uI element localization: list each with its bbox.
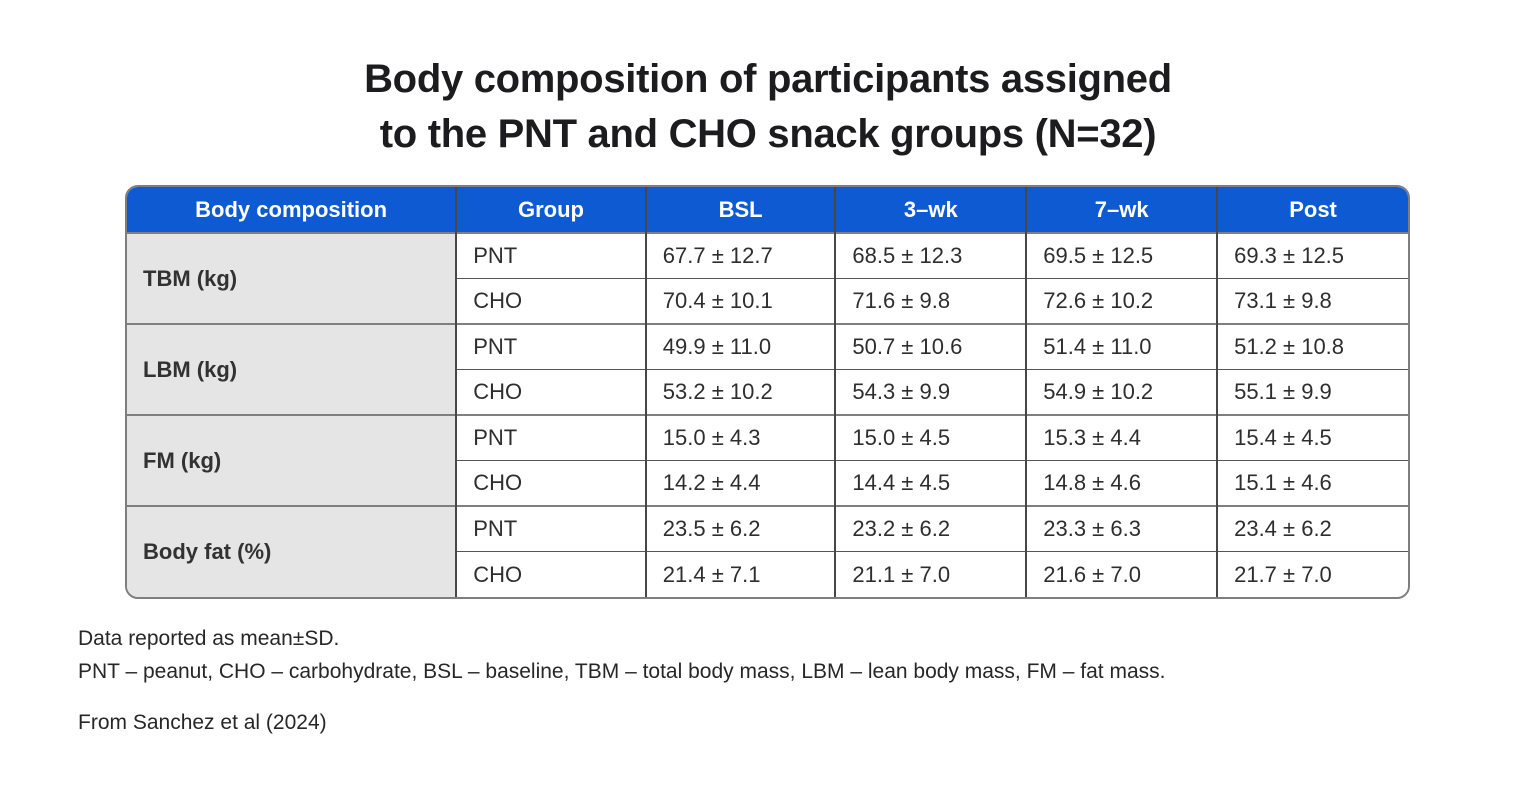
footnotes: Data reported as mean±SD. PNT – peanut, … <box>78 622 1165 688</box>
table-row-tbm-cho: CHO 70.4 ± 10.1 71.6 ± 9.8 72.6 ± 10.2 7… <box>127 278 1408 324</box>
table-row-lbm-pnt: LBM (kg) PNT 49.9 ± 11.0 50.7 ± 10.6 51.… <box>127 323 1408 415</box>
table-cell: 21.1 ± 7.0 <box>834 551 1027 597</box>
figure-title-line-1: Body composition of participants assigne… <box>364 57 1172 101</box>
table-cell: 15.0 ± 4.5 <box>834 414 1027 461</box>
table-cell: 71.6 ± 9.8 <box>834 278 1027 324</box>
table-cell: 21.4 ± 7.1 <box>644 551 836 597</box>
table-cell: 53.2 ± 10.2 <box>644 369 836 415</box>
table-row-tbm-pnt: TBM (kg) PNT 67.7 ± 12.7 68.5 ± 12.3 69.… <box>127 232 1408 324</box>
group-cell: CHO <box>455 278 646 324</box>
header-row: Body composition Group BSL 3–wk 7–wk Pos… <box>127 187 1408 233</box>
table-cell: 23.3 ± 6.3 <box>1025 505 1218 552</box>
row-group-label-tbm: TBM (kg) <box>127 232 457 324</box>
table-cell: 54.3 ± 9.9 <box>834 369 1027 415</box>
table-cell: 49.9 ± 11.0 <box>644 323 836 370</box>
footnote-mean-sd: Data reported as mean±SD. <box>78 627 340 650</box>
table-cell: 23.5 ± 6.2 <box>644 505 836 552</box>
table-cell: 14.8 ± 4.6 <box>1025 460 1218 506</box>
column-header-post: Post <box>1216 187 1408 233</box>
group-cell: PNT <box>455 505 646 552</box>
row-group-label-fm: FM (kg) <box>127 414 457 506</box>
group-cell: CHO <box>455 369 646 415</box>
table-cell: 67.7 ± 12.7 <box>644 232 836 279</box>
table-cell: 55.1 ± 9.9 <box>1216 369 1408 415</box>
table-cell: 69.5 ± 12.5 <box>1025 232 1218 279</box>
source-attribution: From Sanchez et al (2024) <box>78 711 327 734</box>
table-cell: 15.4 ± 4.5 <box>1216 414 1408 461</box>
column-header-3wk: 3–wk <box>834 187 1027 233</box>
table-row-lbm-cho: CHO 53.2 ± 10.2 54.3 ± 9.9 54.9 ± 10.2 5… <box>127 369 1408 415</box>
table-cell: 14.4 ± 4.5 <box>834 460 1027 506</box>
table-row-bodyfat-cho: CHO 21.4 ± 7.1 21.1 ± 7.0 21.6 ± 7.0 21.… <box>127 551 1408 597</box>
figure-title: Body composition of participants assigne… <box>0 52 1536 162</box>
table-cell: 50.7 ± 10.6 <box>834 323 1027 370</box>
row-group-label-bodyfat: Body fat (%) <box>127 505 457 597</box>
table-cell: 51.2 ± 10.8 <box>1216 323 1408 370</box>
column-header-group: Group <box>455 187 646 233</box>
group-cell: CHO <box>455 460 646 506</box>
group-cell: PNT <box>455 232 646 279</box>
table-cell: 70.4 ± 10.1 <box>644 278 836 324</box>
table-row-fm-cho: CHO 14.2 ± 4.4 14.4 ± 4.5 14.8 ± 4.6 15.… <box>127 460 1408 506</box>
column-header-body-composition: Body composition <box>127 187 457 233</box>
column-header-7wk: 7–wk <box>1025 187 1218 233</box>
table-row-bodyfat-pnt: Body fat (%) PNT 23.5 ± 6.2 23.2 ± 6.2 2… <box>127 505 1408 597</box>
table-cell: 54.9 ± 10.2 <box>1025 369 1218 415</box>
group-cell: CHO <box>455 551 646 597</box>
table-cell: 23.4 ± 6.2 <box>1216 505 1408 552</box>
table-cell: 21.6 ± 7.0 <box>1025 551 1218 597</box>
table-cell: 15.3 ± 4.4 <box>1025 414 1218 461</box>
table-cell: 15.1 ± 4.6 <box>1216 460 1408 506</box>
table-cell: 15.0 ± 4.3 <box>644 414 836 461</box>
table-cell: 14.2 ± 4.4 <box>644 460 836 506</box>
footnote-abbreviations: PNT – peanut, CHO – carbohydrate, BSL – … <box>78 660 1166 683</box>
group-cell: PNT <box>455 323 646 370</box>
table-cell: 21.7 ± 7.0 <box>1216 551 1408 597</box>
table-cell: 23.2 ± 6.2 <box>834 505 1027 552</box>
table-row-fm-pnt: FM (kg) PNT 15.0 ± 4.3 15.0 ± 4.5 15.3 ±… <box>127 414 1408 506</box>
figure-title-line-2: to the PNT and CHO snack groups (N=32) <box>379 112 1157 156</box>
group-cell: PNT <box>455 414 646 461</box>
row-group-label-lbm: LBM (kg) <box>127 323 457 415</box>
body-composition-table: Body composition Group BSL 3–wk 7–wk Pos… <box>125 185 1410 599</box>
table-cell: 51.4 ± 11.0 <box>1025 323 1218 370</box>
data-table: Body composition Group BSL 3–wk 7–wk Pos… <box>127 187 1408 597</box>
column-header-bsl: BSL <box>644 187 836 233</box>
table-cell: 73.1 ± 9.8 <box>1216 278 1408 324</box>
table-cell: 68.5 ± 12.3 <box>834 232 1027 279</box>
table-cell: 72.6 ± 10.2 <box>1025 278 1218 324</box>
table-cell: 69.3 ± 12.5 <box>1216 232 1408 279</box>
